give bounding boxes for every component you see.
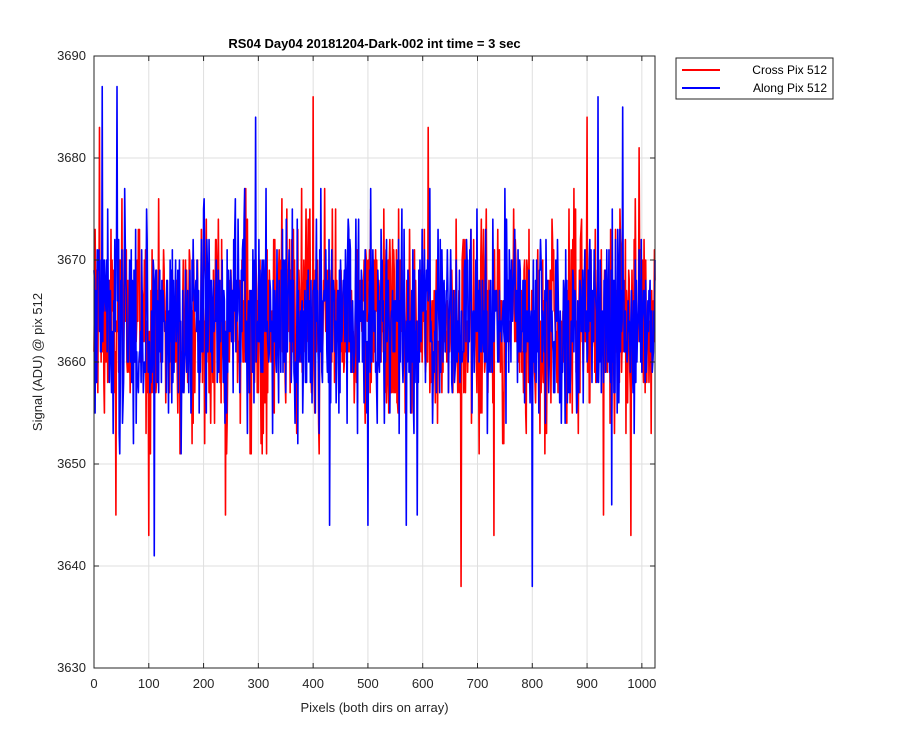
x-tick-label: 100	[138, 676, 160, 691]
y-tick-label: 3630	[57, 660, 86, 675]
series-lines	[93, 85, 656, 588]
chart-title: RS04 Day04 20181204-Dark-002 int time = …	[228, 36, 520, 51]
x-tick-label: 1000	[627, 676, 656, 691]
legend-label-along: Along Pix 512	[753, 81, 827, 95]
y-tick-label: 3650	[57, 456, 86, 471]
y-tick-label: 3680	[57, 150, 86, 165]
x-tick-label: 500	[357, 676, 379, 691]
y-axis-label: Signal (ADU) @ pix 512	[30, 293, 45, 431]
y-tick-label: 3660	[57, 354, 86, 369]
y-ticks: 3630 3640 3650 3660 3670 3680 3690	[57, 48, 655, 675]
x-axis-label: Pixels (both dirs on array)	[300, 700, 448, 715]
x-tick-label: 0	[90, 676, 97, 691]
x-tick-label: 400	[302, 676, 324, 691]
y-tick-label: 3690	[57, 48, 86, 63]
x-tick-label: 600	[412, 676, 434, 691]
y-tick-label: 3640	[57, 558, 86, 573]
legend-box	[675, 57, 834, 100]
x-tick-label: 300	[248, 676, 270, 691]
legend: Cross Pix 512 Along Pix 512	[675, 57, 834, 100]
x-tick-label: 200	[193, 676, 215, 691]
x-ticks: 0 100 200 300 400 500 600 700 800 900 1000	[90, 56, 656, 691]
y-tick-label: 3670	[57, 252, 86, 267]
series-line-1	[93, 85, 656, 588]
x-tick-label: 900	[576, 676, 598, 691]
legend-label-cross: Cross Pix 512	[752, 63, 827, 77]
x-tick-label: 800	[521, 676, 543, 691]
x-tick-label: 700	[467, 676, 489, 691]
